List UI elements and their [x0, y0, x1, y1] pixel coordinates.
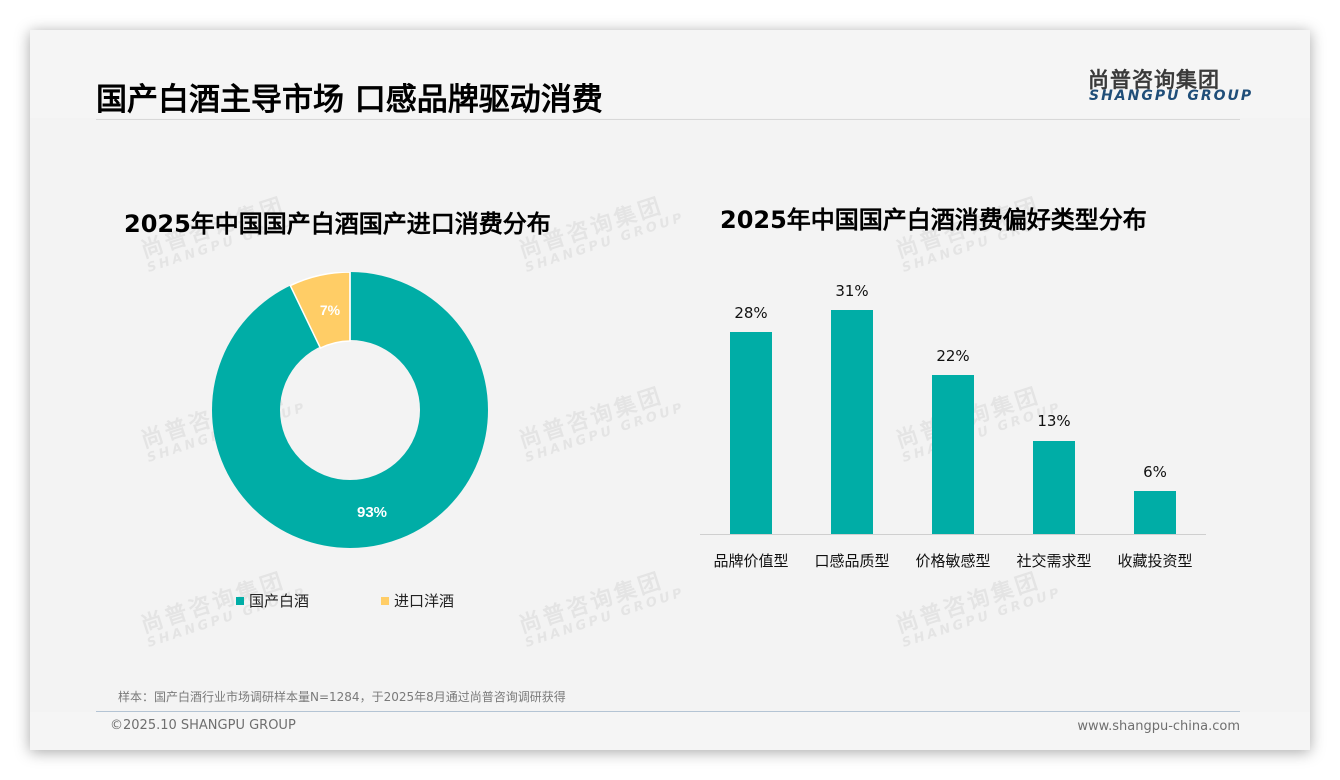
bar-value-label: 13%: [1037, 412, 1071, 430]
footer-band: [30, 712, 1310, 750]
logo-text-cn: 尚普咨询集团: [1088, 68, 1220, 92]
donut-chart-title: 2025年中国国产白酒国产进口消费分布: [124, 210, 551, 238]
legend-label: 进口洋酒: [394, 592, 455, 610]
footer-divider: [96, 711, 1240, 712]
page-title: 国产白酒主导市场 口感品牌驱动消费: [96, 82, 603, 118]
bar-price-sensitive: [932, 375, 974, 534]
donut-label-minor: 7%: [320, 302, 341, 318]
bar-social-need: [1033, 441, 1075, 534]
website-link[interactable]: www.shangpu-china.com: [1077, 719, 1240, 734]
bar-value-label: 6%: [1143, 463, 1167, 481]
legend-item-domestic: 国产白酒: [236, 590, 309, 611]
x-axis-label: 品牌价值型: [713, 552, 789, 570]
x-axis-label: 社交需求型: [1016, 552, 1092, 570]
bar-value-label: 31%: [835, 282, 869, 300]
copyright-text: ©2025.10 SHANGPU GROUP: [110, 718, 296, 733]
bar-value-label: 28%: [734, 304, 768, 322]
x-axis-label: 口感品质型: [814, 552, 890, 570]
sample-note: 样本：国产白酒行业市场调研样本量N=1284，于2025年8月通过尚普咨询调研获…: [118, 690, 566, 704]
donut-chart: 7% 93%: [212, 272, 488, 548]
title-divider: [96, 119, 1240, 120]
x-axis-line: [700, 534, 1206, 535]
x-axis-label: 收藏投资型: [1117, 552, 1193, 570]
legend-label: 国产白酒: [249, 592, 310, 610]
bar-chart-title: 2025年中国国产白酒消费偏好类型分布: [720, 206, 1147, 234]
x-axis-label: 价格敏感型: [915, 552, 991, 570]
bar-collection-investment: [1134, 491, 1176, 534]
legend-item-imported: 进口洋酒: [381, 590, 454, 611]
bar-value-label: 22%: [936, 347, 970, 365]
logo-text-en: SHANGPU GROUP: [1089, 88, 1254, 104]
bar-taste-quality: [831, 310, 873, 534]
donut-segment-imported: [289, 272, 351, 350]
slide: 国产白酒主导市场 口感品牌驱动消费 尚普咨询集团 SHANGPU GROUP 尚…: [30, 30, 1310, 750]
legend-swatch-teal: [236, 596, 244, 605]
donut-label-major: 93%: [357, 504, 387, 521]
legend-swatch-yellow: [381, 596, 389, 605]
header-band: [30, 30, 1310, 118]
bar-brand-value: [730, 332, 772, 534]
